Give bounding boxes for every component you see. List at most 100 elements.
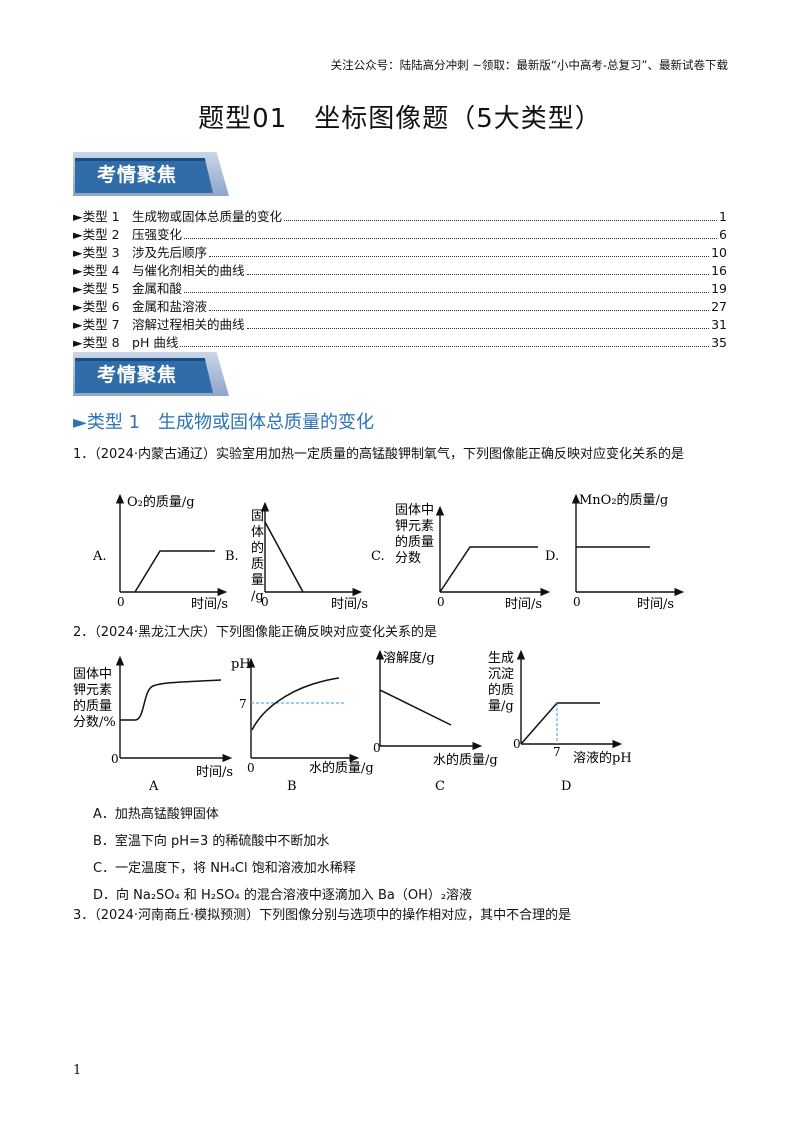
toc-leader-dots	[209, 310, 710, 311]
graph2-b-ylabel: pH	[231, 657, 251, 672]
graph2-c-origin: 0	[373, 741, 381, 755]
graph-a-xlabel: 时间/s	[191, 597, 228, 612]
toc-entry-title: ►类型 4 与催化剂相关的曲线	[73, 263, 245, 278]
graph2-a-ylabel-line: 的质量	[73, 698, 112, 714]
toc-entry[interactable]: ►类型 1 生成物或固体总质量的变化 1	[73, 206, 727, 224]
graph2-b-xlabel: 水的质量/g	[309, 760, 374, 776]
page-title: 题型01 坐标图像题（5大类型）	[198, 104, 602, 134]
toc-entry-title: ►类型 5 金属和酸	[73, 281, 183, 296]
graph2-b-mark: 7	[239, 697, 247, 711]
toc-leader-dots	[246, 274, 710, 275]
graph2-c-xlabel: 水的质量/g	[433, 752, 498, 768]
toc-entry[interactable]: ►类型 4 与催化剂相关的曲线 16	[73, 260, 727, 278]
graph-c-xlabel: 时间/s	[505, 597, 542, 612]
graph2-d-caption: D	[561, 779, 571, 794]
toc-entry-page: 10	[711, 245, 727, 260]
banner-label: 考情聚焦	[97, 364, 178, 386]
graph-b-xlabel: 时间/s	[331, 597, 368, 612]
graph-b-letter: B.	[225, 549, 239, 564]
graph2-a-ylabel-line: 钾元素	[73, 683, 112, 698]
toc-leader-dots	[209, 256, 710, 257]
section-heading: ►类型 1 生成物或固体总质量的变化	[73, 412, 375, 433]
graph-b-origin: 0	[261, 595, 269, 609]
toc-leader-dots	[184, 292, 710, 293]
toc-entry-page: 6	[719, 227, 727, 242]
graph-a-letter: A.	[92, 549, 107, 564]
graph2-a-curve	[120, 679, 222, 721]
graph2-c-caption: C	[435, 779, 445, 794]
toc-entry-title: ►类型 3 涉及先后顺序	[73, 245, 208, 260]
toc-entry-page: 19	[711, 281, 727, 296]
graph-b-ylabel-char: /g	[251, 589, 264, 604]
toc-entry-title: ►类型 6 金属和盐溶液	[73, 299, 208, 314]
header-note: 关注公众号：陆陆高分冲刺 ~领取：最新版“小中高考-总复习”、最新试卷下载	[330, 58, 728, 72]
graph-c-curve	[439, 546, 538, 593]
graph-d-origin: 0	[573, 595, 581, 609]
graph2-b-curve	[251, 677, 340, 731]
graph2-a-caption: A	[148, 779, 159, 794]
toc-entry-title: ►类型 2 压强变化	[73, 227, 183, 242]
graph2-d-mark: 7	[553, 745, 561, 759]
banner-exam-focus-2: 考情聚焦	[73, 352, 229, 396]
graph2-d-ylabel-line: 生成	[488, 651, 514, 666]
toc-entry-title: ►类型 7 溶解过程相关的曲线	[73, 317, 245, 332]
graph-b-ylabel-char: 的	[251, 540, 264, 556]
banner-exam-focus-1: 考情聚焦	[73, 152, 229, 196]
toc-entry-page: 31	[711, 317, 727, 332]
page-number: 1	[73, 1063, 82, 1078]
graph2-b-origin: 0	[247, 761, 255, 775]
toc-entry[interactable]: ►类型 2 压强变化 6	[73, 224, 727, 242]
toc-entry-page: 16	[711, 263, 727, 278]
toc-leader-dots	[184, 238, 718, 239]
graph2-a-ylabel-line: 固体中	[73, 667, 112, 682]
graph-c-ylabel-line: 钾元素	[395, 519, 434, 534]
graph2-d-ylabel-line: 量/g	[488, 699, 514, 714]
question-2-option-b: B．室温下向 pH=3 的稀硫酸中不断加水	[93, 834, 330, 849]
toc-entry[interactable]: ►类型 7 溶解过程相关的曲线 31	[73, 314, 727, 332]
toc-entry-page: 35	[711, 335, 727, 350]
graph2-d-ylabel-line: 的质	[488, 682, 514, 698]
graph-c-ylabel-line: 分数	[395, 551, 421, 566]
question-2-text: 2．（2024·黑龙江大庆）下列图像能正确反映对应变化关系的是	[73, 625, 437, 640]
toc-entry-title: ►类型 1 生成物或固体总质量的变化	[73, 209, 283, 224]
question-2-option-c: C．一定温度下，将 NH₄Cl 饱和溶液加水稀释	[93, 861, 356, 876]
toc-entry-title: ►类型 8 pH 曲线	[73, 335, 179, 350]
graph-d-ylabel: MnO₂的质量/g	[579, 492, 668, 508]
toc-entry-page: 27	[711, 299, 727, 314]
question-2-option-d: D．向 Na₂SO₄ 和 H₂SO₄ 的混合溶液中逐滴加入 Ba（OH）₂溶液	[93, 888, 473, 903]
graph-b-ylabel-char: 质	[251, 557, 264, 572]
graph2-a-origin: 0	[111, 752, 119, 766]
graph-a-origin: 0	[117, 595, 125, 609]
graph-c-origin: 0	[437, 595, 445, 609]
graph2-c-curve	[379, 689, 452, 726]
graph-c-letter: C.	[371, 549, 385, 564]
question-2-option-a: A．加热高锰酸钾固体	[93, 807, 219, 822]
graph-b-ylabel-char: 量	[251, 573, 264, 588]
question-3-text: 3．（2024·河南商丘·模拟预测）下列图像分别与选项中的操作相对应，其中不合理…	[73, 908, 572, 923]
graph-a-curve	[134, 550, 215, 593]
graph-b-curve	[264, 521, 304, 593]
graph2-d-xlabel: 溶液的pH	[573, 750, 632, 766]
graph2-b-caption: B	[287, 779, 297, 794]
toc-entry[interactable]: ►类型 8 pH 曲线 35	[73, 332, 727, 350]
banner-label: 考情聚焦	[97, 164, 178, 186]
toc-leader-dots	[180, 346, 710, 347]
graph-b-ylabel-char: 固	[251, 509, 264, 524]
graph2-d-ylabel-line: 沉淀	[488, 667, 514, 682]
graph2-a-ylabel-line: 分数/%	[73, 715, 116, 730]
graph-d-letter: D.	[545, 549, 559, 564]
graph-d-xlabel: 时间/s	[637, 597, 674, 612]
toc-entry[interactable]: ►类型 5 金属和酸 19	[73, 278, 727, 296]
toc-entry[interactable]: ►类型 6 金属和盐溶液 27	[73, 296, 727, 314]
graph2-a-xlabel: 时间/s	[196, 765, 233, 780]
graph2-d-origin: 0	[513, 737, 521, 751]
toc-entry[interactable]: ►类型 3 涉及先后顺序 10	[73, 242, 727, 260]
toc-leader-dots	[284, 220, 718, 221]
question-1-text: 1．（2024·内蒙古通辽）实验室用加热一定质量的高锰酸钾制氧气，下列图像能正确…	[73, 447, 684, 462]
graph-a-ylabel: O₂的质量/g	[127, 494, 195, 510]
